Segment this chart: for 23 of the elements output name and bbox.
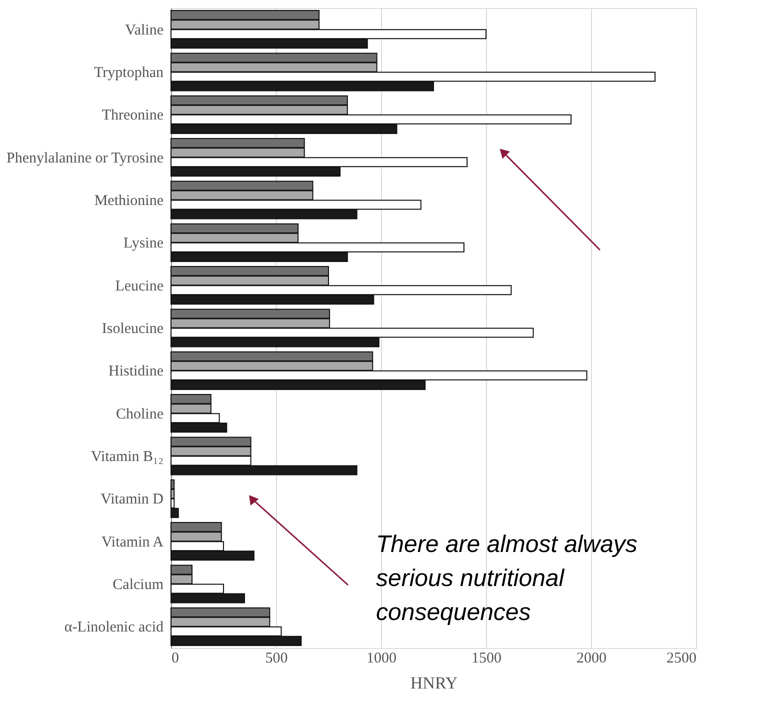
y-tick-label: Lysine [124, 236, 164, 252]
y-tick-label: α-Linolenic acid [64, 620, 164, 636]
x-tick-label: 2000 [576, 650, 606, 666]
y-tick-label: Isoleucine [102, 321, 164, 337]
y-tick-label: Choline [116, 406, 164, 422]
y-tick-label: Methionine [94, 193, 164, 209]
y-tick-label: Phenylalanine or Tyrosine [6, 150, 164, 166]
y-tick-label: Histidine [108, 364, 164, 380]
x-axis-title: HNRY [410, 674, 458, 692]
y-tick-label: Vitamin B₁₂ [91, 449, 164, 465]
y-tick-label: Tryptophan [94, 65, 164, 81]
x-tick-label: 1500 [472, 650, 502, 666]
y-tick-label: Calcium [112, 577, 164, 593]
x-tick-label: 2500 [666, 650, 696, 666]
y-tick-label: Vitamin D [100, 492, 164, 508]
y-tick-label: Valine [125, 22, 164, 38]
annotation: There are almost always serious nutritional consequences [376, 531, 638, 626]
x-tick-label: 0 [172, 650, 179, 666]
y-tick-label: Leucine [115, 278, 164, 294]
x-tick-label: 500 [265, 650, 288, 666]
x-tick-label: 1000 [366, 650, 396, 666]
y-tick-label: Threonine [102, 108, 164, 124]
y-tick-label: Vitamin A [101, 534, 164, 550]
